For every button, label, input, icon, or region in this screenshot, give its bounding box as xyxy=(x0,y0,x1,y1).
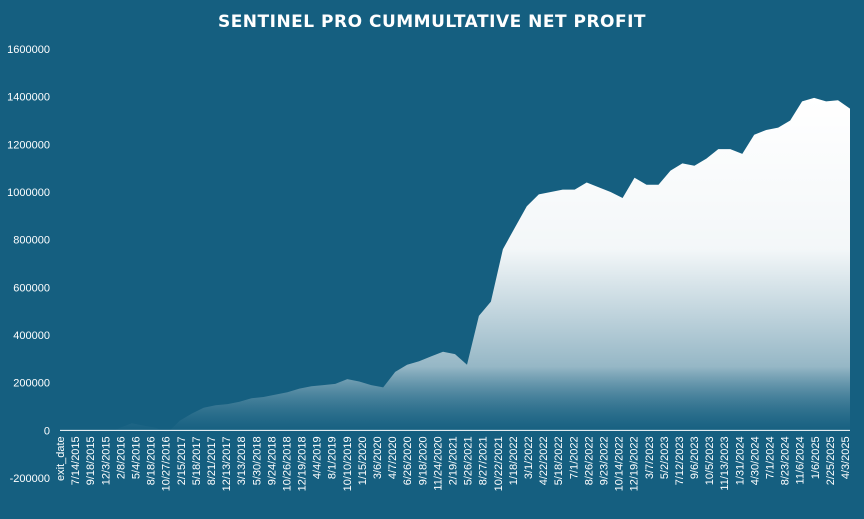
x-tick-label: 3/7/2023 xyxy=(644,436,656,479)
y-tick-label: 1400000 xyxy=(7,92,50,104)
x-tick-label: 12/13/2017 xyxy=(221,436,233,491)
x-tick-label: 7/12/2023 xyxy=(674,436,686,485)
x-axis: exit_date 7/14/2015 9/18/2015 12/3/2015 2/8/… xyxy=(55,436,852,491)
x-tick-label: 9/24/2018 xyxy=(266,436,278,485)
x-tick-label: 12/3/2015 xyxy=(100,436,112,485)
x-tick-label: 4/7/2020 xyxy=(387,436,399,479)
y-tick-label: 0 xyxy=(44,425,50,437)
x-tick-label: 3/1/2022 xyxy=(523,436,535,479)
x-tick-label: 9/23/2022 xyxy=(599,436,611,485)
x-tick-label: 7/1/2024 xyxy=(765,436,777,479)
y-tick-label: 200000 xyxy=(13,378,50,390)
x-tick-label: 2/15/2017 xyxy=(176,436,188,485)
x-tick-label: 10/5/2023 xyxy=(704,436,716,485)
y-tick-label: 1600000 xyxy=(7,44,50,56)
x-tick-label: 7/1/2022 xyxy=(568,436,580,479)
x-tick-label: 12/19/2022 xyxy=(629,436,641,491)
x-tick-label: exit_date xyxy=(55,436,67,481)
x-tick-label: 8/26/2022 xyxy=(583,436,595,485)
profit-area xyxy=(60,97,850,434)
y-axis: 1600000 1400000 1200000 1000000 800000 600000… xyxy=(7,44,50,485)
x-tick-label: 10/22/2021 xyxy=(493,436,505,491)
x-tick-label: 1/15/2020 xyxy=(357,436,369,485)
chart-title: SENTINEL PRO CUMMULTATIVE NET PROFIT xyxy=(218,12,646,32)
x-tick-label: 9/18/2020 xyxy=(417,436,429,485)
x-tick-label: 9/18/2015 xyxy=(85,436,97,485)
x-tick-label: 2/25/2025 xyxy=(825,436,837,485)
x-tick-label: 4/4/2019 xyxy=(312,436,324,479)
x-tick-label: 8/1/2019 xyxy=(327,436,339,479)
x-tick-label: 10/26/2018 xyxy=(281,436,293,491)
x-tick-label: 2/19/2021 xyxy=(448,436,460,485)
y-tick-label: 800000 xyxy=(13,235,50,247)
x-tick-label: 1/18/2022 xyxy=(508,436,520,485)
x-tick-label: 4/22/2022 xyxy=(538,436,550,485)
x-tick-label: 5/18/2022 xyxy=(553,436,565,485)
x-tick-label: 12/19/2018 xyxy=(297,436,309,491)
y-tick-label: 1200000 xyxy=(7,139,50,151)
y-tick-label: 600000 xyxy=(13,282,50,294)
y-tick-label: -200000 xyxy=(10,473,50,485)
x-tick-label: 6/26/2020 xyxy=(402,436,414,485)
x-tick-label: 10/14/2022 xyxy=(614,436,626,491)
x-tick-label: 10/27/2016 xyxy=(161,436,173,491)
x-tick-label: 5/4/2016 xyxy=(131,436,143,479)
x-tick-label: 8/18/2016 xyxy=(146,436,158,485)
x-tick-label: 9/6/2023 xyxy=(689,436,701,479)
x-tick-label: 5/26/2021 xyxy=(463,436,475,485)
y-tick-label: 1000000 xyxy=(7,187,50,199)
x-tick-label: 11/13/2023 xyxy=(719,436,731,490)
x-tick-label: 1/31/2024 xyxy=(734,436,746,485)
x-tick-label: 10/10/2019 xyxy=(342,436,354,491)
x-tick-label: 4/30/2024 xyxy=(749,436,761,485)
x-tick-label: 8/21/2017 xyxy=(206,436,218,485)
x-tick-label: 4/3/2025 xyxy=(840,436,852,479)
x-tick-label: 11/24/2020 xyxy=(432,436,444,490)
y-tick-label: 400000 xyxy=(13,330,50,342)
x-tick-label: 5/2/2023 xyxy=(659,436,671,479)
x-tick-label: 5/30/2018 xyxy=(251,436,263,485)
x-tick-label: 11/6/2024 xyxy=(795,436,807,484)
x-tick-label: 2/8/2016 xyxy=(115,436,127,479)
x-tick-label: 3/6/2020 xyxy=(372,436,384,479)
x-tick-label: 7/14/2015 xyxy=(70,436,82,485)
x-tick-label: 1/6/2025 xyxy=(810,436,822,479)
x-tick-label: 5/18/2017 xyxy=(191,436,203,485)
x-tick-label: 3/13/2018 xyxy=(236,436,248,485)
x-tick-label: 8/23/2024 xyxy=(780,436,792,485)
x-tick-label: 8/27/2021 xyxy=(478,436,490,485)
